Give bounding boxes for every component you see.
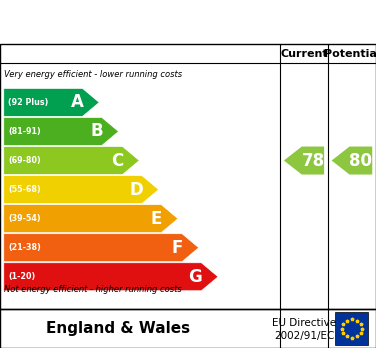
Polygon shape <box>4 263 218 291</box>
Text: E: E <box>151 209 162 228</box>
Text: C: C <box>111 151 123 169</box>
Text: Very energy efficient - lower running costs: Very energy efficient - lower running co… <box>4 70 182 79</box>
Text: 78: 78 <box>302 151 324 169</box>
Text: (92 Plus): (92 Plus) <box>8 98 49 107</box>
Text: B: B <box>90 122 103 141</box>
Text: Not energy efficient - higher running costs: Not energy efficient - higher running co… <box>4 285 182 294</box>
Polygon shape <box>4 118 118 145</box>
Text: (69-80): (69-80) <box>8 156 41 165</box>
Text: (81-91): (81-91) <box>8 127 41 136</box>
Bar <box>335 312 368 345</box>
Polygon shape <box>4 147 139 175</box>
Text: G: G <box>188 268 202 286</box>
Text: (21-38): (21-38) <box>8 243 41 252</box>
Polygon shape <box>4 176 159 204</box>
Polygon shape <box>4 234 199 262</box>
Text: D: D <box>129 181 143 199</box>
Text: Current: Current <box>280 49 328 59</box>
Text: (1-20): (1-20) <box>8 272 35 281</box>
Text: Potential: Potential <box>324 49 376 59</box>
Text: 80: 80 <box>349 151 372 169</box>
Text: 2002/91/EC: 2002/91/EC <box>274 331 334 341</box>
Polygon shape <box>4 205 178 233</box>
Text: England & Wales: England & Wales <box>45 321 190 336</box>
Text: (55-68): (55-68) <box>8 185 41 194</box>
Text: A: A <box>70 93 83 111</box>
Polygon shape <box>4 88 99 117</box>
Text: EU Directive: EU Directive <box>272 318 336 328</box>
Polygon shape <box>332 147 372 175</box>
Text: (39-54): (39-54) <box>8 214 41 223</box>
Polygon shape <box>284 147 324 175</box>
Text: Energy Efficiency Rating: Energy Efficiency Rating <box>11 13 280 32</box>
Text: F: F <box>171 239 183 257</box>
